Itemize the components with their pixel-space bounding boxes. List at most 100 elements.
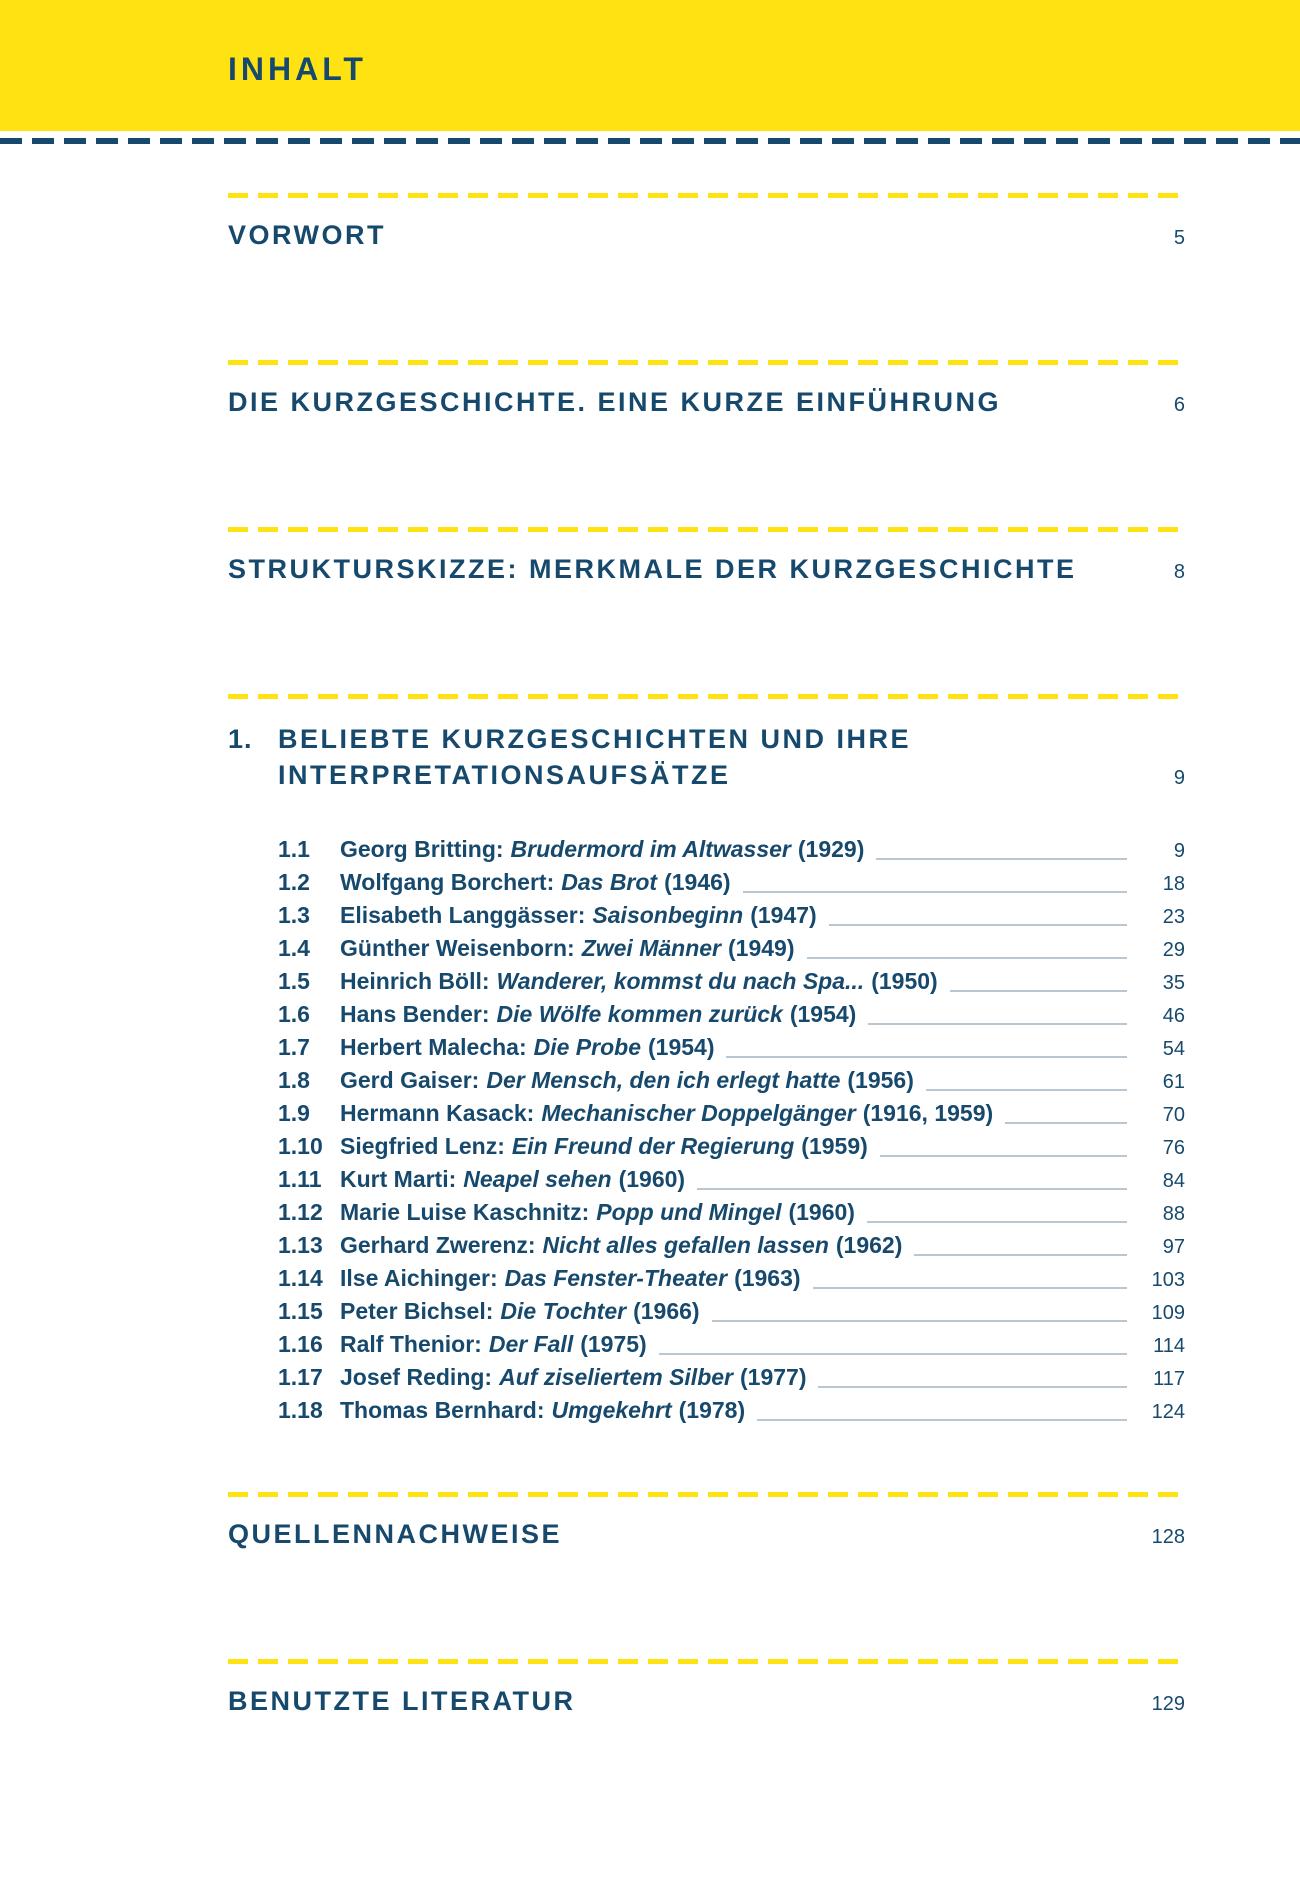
toc-entry-row: 1.8 Gerd Gaiser: Der Mensch, den ich erl… [278, 1067, 1185, 1100]
chapter-title-row2: INTERPRETATIONSAUFSÄTZE 9 [278, 757, 1185, 793]
leader-line [742, 891, 1127, 893]
entry-page-number: 70 [1162, 1104, 1185, 1126]
entry-author: Gerhard Zwerenz: [340, 1232, 536, 1258]
leader-line [868, 1023, 1127, 1025]
leader-line [876, 858, 1127, 860]
section-strukturskizze: STRUKTURSKIZZE: MERKMALE DER KURZGESCHIC… [228, 527, 1185, 694]
entry-year: (1966) [633, 1298, 700, 1324]
entry-page-number: 35 [1162, 972, 1185, 994]
entry-title: Saisonbeginn [592, 902, 744, 928]
section-row: BENUTZTE LITERATUR 129 [228, 1686, 1185, 1718]
entry-number: 1.11 [278, 1166, 322, 1192]
entry-author: Thomas Bernhard: [340, 1397, 545, 1423]
entry-author: Siegfried Lenz: [340, 1133, 505, 1159]
toc-entry-row: 1.6 Hans Bender: Die Wölfe kommen zurück… [278, 1001, 1185, 1034]
entry-author: Josef Reding: [340, 1364, 493, 1390]
chapter-number: 1. [228, 724, 253, 754]
leader-line [711, 1320, 1127, 1322]
toc-entry-row: 1.3 Elisabeth Langgässer: Saisonbeginn (… [278, 902, 1185, 935]
entry-author: Elisabeth Langgässer: [340, 902, 586, 928]
leader-line [866, 1221, 1127, 1223]
spacer [228, 586, 1185, 694]
chapter-title-line2: INTERPRETATIONSAUFSÄTZE [278, 760, 731, 790]
entry-title: Wanderer, kommst du nach Spa... [496, 968, 865, 994]
entry-title: Umgekehrt [551, 1397, 672, 1423]
section-page-number: 5 [1173, 227, 1185, 249]
leader-line [925, 1089, 1127, 1091]
leader-line [812, 1287, 1127, 1289]
toc-entry-row: 1.12 Marie Luise Kaschnitz: Popp und Min… [278, 1199, 1185, 1232]
entry-year: (1916, 1959) [862, 1100, 994, 1126]
entry-page-number: 117 [1153, 1368, 1185, 1390]
section-title: QUELLENNACHWEISE [228, 1519, 563, 1549]
entry-number: 1.10 [278, 1133, 323, 1159]
entry-number: 1.8 [278, 1067, 310, 1093]
section-rule [228, 193, 1185, 198]
leader-line [879, 1155, 1127, 1157]
chapter-entries: 1.1 Georg Britting: Brudermord im Altwas… [278, 836, 1185, 1430]
entry-year: (1949) [728, 935, 795, 961]
entry-number: 1.17 [278, 1364, 323, 1390]
spacer [228, 252, 1185, 360]
leader-line [806, 957, 1127, 959]
entry-number: 1.6 [278, 1001, 310, 1027]
entry-year: (1975) [580, 1331, 647, 1357]
section-rule [228, 1659, 1185, 1664]
entry-author: Gerd Gaiser: [340, 1067, 480, 1093]
chapter-title-line1: BELIEBTE KURZGESCHICHTEN UND IHRE [278, 724, 912, 754]
entry-page-number: 61 [1162, 1071, 1185, 1093]
entry-author: Georg Britting: [340, 836, 504, 862]
section-title: DIE KURZGESCHICHTE. EINE KURZE EINFÜHRUN… [228, 387, 1002, 417]
entry-page-number: 97 [1162, 1236, 1185, 1258]
entry-year: (1960) [788, 1199, 855, 1225]
entry-author: Marie Luise Kaschnitz: [340, 1199, 590, 1225]
entry-number: 1.7 [278, 1034, 310, 1060]
entry-title: Der Mensch, den ich erlegt hatte [486, 1067, 841, 1093]
section-rule [228, 527, 1185, 532]
toc-entry-row: 1.11 Kurt Marti: Neapel sehen (1960) 84 [278, 1166, 1185, 1199]
toc-entry-row: 1.16 Ralf Thenior: Der Fall (1975) 114 [278, 1331, 1185, 1364]
leader-line [818, 1386, 1127, 1388]
entry-page-number: 114 [1153, 1335, 1185, 1357]
entry-year: (1950) [871, 968, 938, 994]
toc-entry-row: 1.15 Peter Bichsel: Die Tochter (1966) 1… [278, 1298, 1185, 1331]
spacer [228, 419, 1185, 527]
section-row: DIE KURZGESCHICHTE. EINE KURZE EINFÜHRUN… [228, 387, 1185, 419]
section-row: VORWORT 5 [228, 220, 1185, 252]
toc-entry-row: 1.9 Hermann Kasack: Mechanischer Doppelg… [278, 1100, 1185, 1133]
entry-number: 1.2 [278, 869, 310, 895]
toc-entry-row: 1.13 Gerhard Zwerenz: Nicht alles gefall… [278, 1232, 1185, 1265]
entry-number: 1.18 [278, 1397, 323, 1423]
entry-number: 1.9 [278, 1100, 310, 1126]
section-vorwort: VORWORT 5 [228, 193, 1185, 360]
entry-page-number: 18 [1162, 873, 1185, 895]
entry-title: Mechanischer Doppelgänger [541, 1100, 856, 1126]
toc-entry-row: 1.7 Herbert Malecha: Die Probe (1954) 54 [278, 1034, 1185, 1067]
entry-number: 1.4 [278, 935, 310, 961]
leader-line [828, 924, 1127, 926]
spacer [228, 1551, 1185, 1659]
entry-number: 1.5 [278, 968, 310, 994]
section-einfuehrung: DIE KURZGESCHICHTE. EINE KURZE EINFÜHRUN… [228, 360, 1185, 527]
section-rule [228, 360, 1185, 365]
section-page-number: 6 [1173, 394, 1185, 416]
entry-title: Neapel sehen [463, 1166, 612, 1192]
entry-year: (1962) [835, 1232, 903, 1258]
entry-year: (1946) [664, 869, 731, 895]
leader-line [949, 990, 1127, 992]
entry-page-number: 76 [1162, 1137, 1185, 1159]
spacer [228, 144, 1185, 193]
toc-entry-row: 1.2 Wolfgang Borchert: Das Brot (1946) 1… [278, 869, 1185, 902]
entry-page-number: 54 [1162, 1038, 1185, 1060]
toc-content: VORWORT 5 DIE KURZGESCHICHTE. EINE KURZE… [0, 144, 1300, 1718]
entry-number: 1.13 [278, 1232, 323, 1258]
entry-number: 1.1 [278, 836, 310, 862]
entry-author: Wolfgang Borchert: [340, 869, 555, 895]
entry-year: (1977) [740, 1364, 807, 1390]
toc-entry-row: 1.18 Thomas Bernhard: Umgekehrt (1978) 1… [278, 1397, 1185, 1430]
leader-line [697, 1188, 1127, 1190]
header-band: INHALT [0, 0, 1300, 131]
section-page-number: 8 [1173, 561, 1185, 583]
leader-line [757, 1419, 1127, 1421]
